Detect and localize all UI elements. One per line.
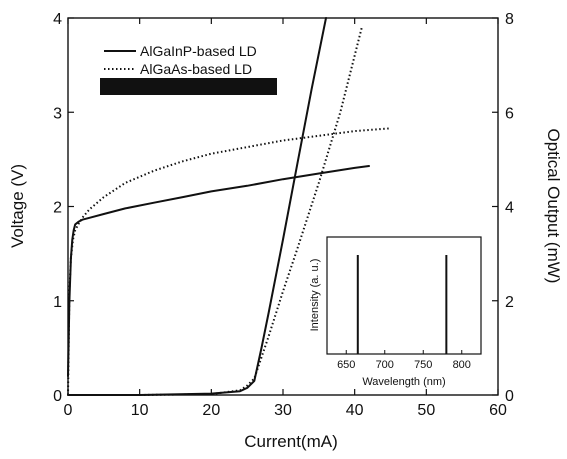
inset-x-tick-label: 650 [337, 359, 355, 371]
y-right-tick-label: 6 [505, 105, 514, 122]
inset-x-tick-label: 800 [453, 359, 471, 371]
y-right-tick-label: 4 [505, 200, 514, 217]
tick-marks [67, 17, 499, 396]
series-line-algaas-voltage [67, 127, 391, 396]
x-tick-label: 10 [131, 402, 149, 419]
y-right-tick-label: 2 [505, 294, 514, 311]
x-tick-label: 60 [489, 402, 507, 419]
y-axis-right-title: Optical Output (mW) [544, 129, 563, 284]
x-tick-label: 50 [417, 402, 435, 419]
x-tick-label: 40 [346, 402, 364, 419]
x-axis-title: Current(mA) [244, 432, 338, 451]
x-tick-label: 30 [274, 402, 292, 419]
inset-x-tick-label: 750 [414, 359, 432, 371]
legend-box [100, 38, 277, 78]
y-left-tick-label: 4 [53, 11, 62, 28]
inset-x-tick-label: 700 [376, 359, 394, 371]
y-left-tick-label: 0 [53, 388, 62, 405]
y-right-tick-label: 8 [505, 11, 514, 28]
legend: AlGaInP-based LD AlGaAs-based LD [100, 38, 277, 95]
y-left-tick-label: 2 [53, 200, 62, 217]
x-tick-label: 20 [202, 402, 220, 419]
y-left-tick-label: 1 [53, 294, 62, 311]
series-line-algaas-output [68, 27, 363, 396]
series-line-algainp-voltage [67, 165, 370, 378]
y-right-tick-label: 0 [505, 388, 514, 405]
legend-shadow [100, 78, 277, 95]
inset-spectrum: 650 700 750 800 Wavelength (nm) Intensity (… [309, 236, 482, 388]
legend-label-algainp: AlGaInP-based LD [140, 43, 257, 59]
inset-x-axis-title: Wavelength (nm) [362, 376, 445, 388]
series-layer [67, 17, 391, 396]
series-line-algainp-output [67, 17, 327, 396]
y-axis-left-title: Voltage (V) [8, 164, 27, 248]
inset-frame [326, 236, 482, 355]
y-left-tick-label: 3 [53, 105, 62, 122]
legend-label-algaas: AlGaAs-based LD [140, 61, 252, 77]
inset-marks: 650 700 750 800 [337, 255, 471, 371]
x-tick-label: 0 [64, 402, 73, 419]
inset-y-axis-title: Intensity (a. u.) [309, 259, 321, 332]
